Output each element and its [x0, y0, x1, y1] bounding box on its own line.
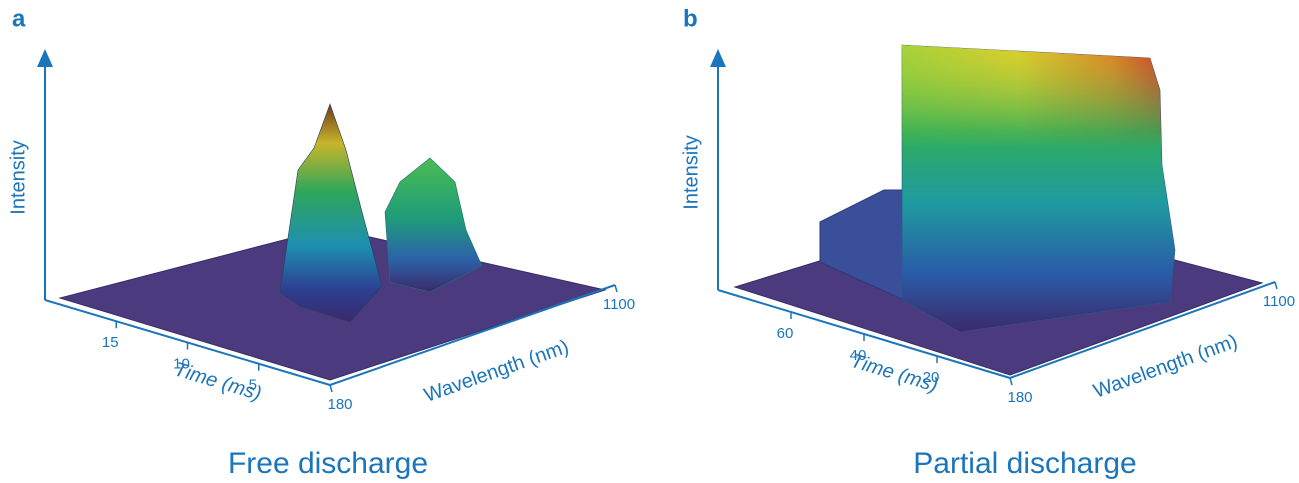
panel-label: a	[12, 5, 26, 32]
z-axis-label: Intensity	[680, 135, 702, 209]
panel-title: Partial discharge	[913, 447, 1136, 480]
y-tick-label: 180	[327, 396, 352, 413]
x-axis-label: Time (ms)	[172, 358, 264, 405]
x-tick-label: 60	[777, 325, 794, 342]
y-tick-label: 1100	[603, 296, 635, 313]
z-axis-label: Intensity	[7, 140, 29, 214]
y-axis-label: Wavelength (nm)	[421, 336, 571, 407]
z-axis-arrow	[710, 49, 726, 67]
panel-label: b	[683, 5, 698, 32]
y-axis	[329, 284, 616, 386]
y-tick	[329, 384, 333, 393]
surface	[733, 44, 1264, 376]
x-axis-label: Time (ms)	[848, 350, 940, 397]
y-tick-label: 180	[1007, 389, 1032, 406]
panel-title: Free discharge	[228, 447, 428, 480]
z-axis-arrow	[37, 49, 53, 67]
x-tick-label: 40	[850, 347, 867, 364]
surface	[58, 103, 607, 381]
y-tick	[614, 284, 618, 293]
y-tick	[1009, 377, 1013, 386]
x-tick-label: 10	[173, 355, 190, 372]
x-tick-label: 15	[102, 334, 119, 351]
y-tick	[1274, 281, 1278, 290]
y-axis	[1009, 281, 1276, 379]
x-tick-label: 20	[923, 369, 940, 386]
x-tick-label: 5	[249, 377, 257, 394]
y-tick-label: 1100	[1263, 293, 1295, 310]
